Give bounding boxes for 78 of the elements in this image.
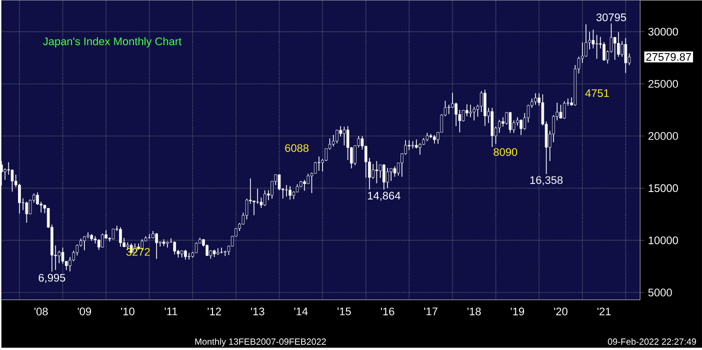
candlestick [480,90,483,112]
x-tick-label: '08 [34,308,48,316]
candlestick [469,104,472,118]
x-tick-label: '09 [78,308,92,316]
candlestick [520,118,522,136]
candlestick [155,232,158,260]
candlestick [372,164,374,180]
candlestick [562,100,566,120]
text: Monthly 13FEB2007-09FEB2022 [195,338,326,347]
candlestick [119,226,122,248]
candlestick [375,160,378,184]
candlestick [0,160,3,186]
candlestick [184,249,187,260]
x-tick-label: '12 [208,308,221,316]
candlestick [386,167,389,189]
candlestick [25,201,28,224]
candlestick [285,184,288,197]
annotation: 4751 [585,89,609,98]
annotation: 16,358 [530,176,563,186]
annotation: 6,995 [38,274,66,283]
y-tick-label: 20000 [648,132,678,140]
candlestick [466,104,468,117]
annotation: 3272 [126,248,150,256]
candlestick [414,139,418,149]
candlestick [256,188,259,204]
candlestick [534,92,537,106]
candlestick [378,164,382,178]
candlestick [498,119,501,134]
candlestick [173,241,176,255]
candlestick [393,166,396,178]
x-tick-label: '18 [468,308,481,316]
x-tick-label: '19 [510,308,524,316]
candlestick [188,252,190,260]
candlestick [220,247,223,254]
candlestick [263,190,266,206]
candlestick [617,32,620,58]
text: 09-Feb-2022 22:27:49 [608,338,696,345]
annotation: 27579.87 [646,53,691,61]
candlestick [472,106,476,121]
candlestick [592,29,595,49]
y-tick-label: 15000 [648,184,678,192]
y-tick-label: 30000 [648,28,678,36]
x-tick-label: '14 [294,308,308,316]
candlestick [83,236,86,251]
candlestick [508,112,512,134]
candlestick [18,184,21,214]
y-tick-label: 25000 [648,80,678,88]
annotation: 6088 [285,144,309,152]
candlestick [112,228,115,240]
y-tick-label: 5000 [648,288,672,296]
candlestick [595,34,598,60]
x-tick-label: '17 [424,308,438,316]
candlestick [408,140,411,151]
annotation: 14,864 [368,192,400,201]
x-tick-label: '13 [251,308,264,316]
x-tick-label: '20 [554,308,568,316]
x-tick-label: '10 [121,308,134,316]
x-tick-label: '16 [380,308,394,316]
candlestick [61,247,64,264]
text: Japan's Index Monthly Chart [43,37,182,48]
candlestick [484,89,486,126]
x-tick-label: '21 [597,308,611,316]
candlestick [342,126,346,146]
candlestick [101,233,104,248]
x-tick-label: '11 [164,308,178,316]
candlestick [288,186,292,200]
candlestick [559,104,562,119]
annotation: 30795 [596,13,626,22]
candlestick [382,164,386,190]
annotation: 8090 [494,148,518,156]
candlestick [624,38,628,74]
candlestick [318,156,320,172]
y-tick-label: 10000 [648,236,678,244]
candlestick [148,234,151,239]
candlestick [336,129,338,144]
candlestick [194,242,198,254]
x-tick-label: '15 [338,308,351,316]
candlestick [303,179,306,192]
